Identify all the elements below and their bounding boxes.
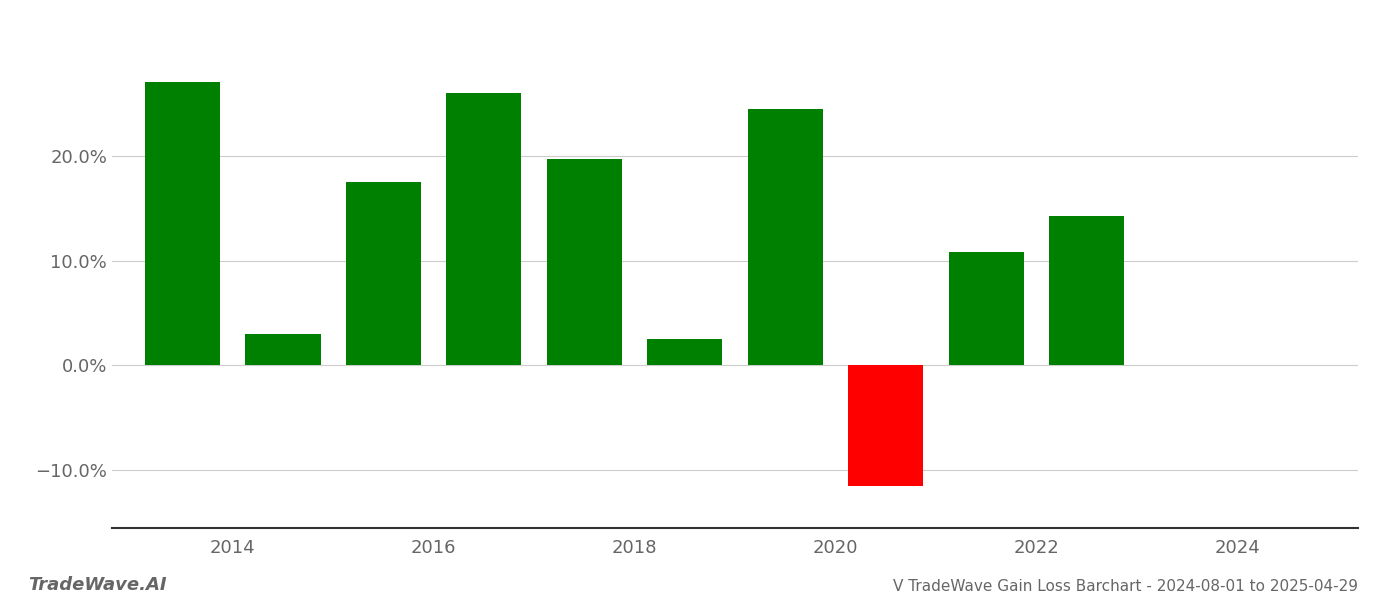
Bar (848, 365, 924, 486)
Bar (245, 334, 321, 365)
Text: TradeWave.AI: TradeWave.AI (28, 576, 167, 594)
Bar (949, 252, 1023, 365)
Text: V TradeWave Gain Loss Barchart - 2024-08-01 to 2025-04-29: V TradeWave Gain Loss Barchart - 2024-08… (893, 579, 1358, 594)
Bar (346, 182, 421, 365)
Bar (447, 93, 521, 365)
Bar (144, 82, 220, 365)
Bar (1049, 215, 1124, 365)
Bar (546, 159, 622, 365)
Bar (647, 339, 722, 365)
Bar (748, 109, 823, 365)
